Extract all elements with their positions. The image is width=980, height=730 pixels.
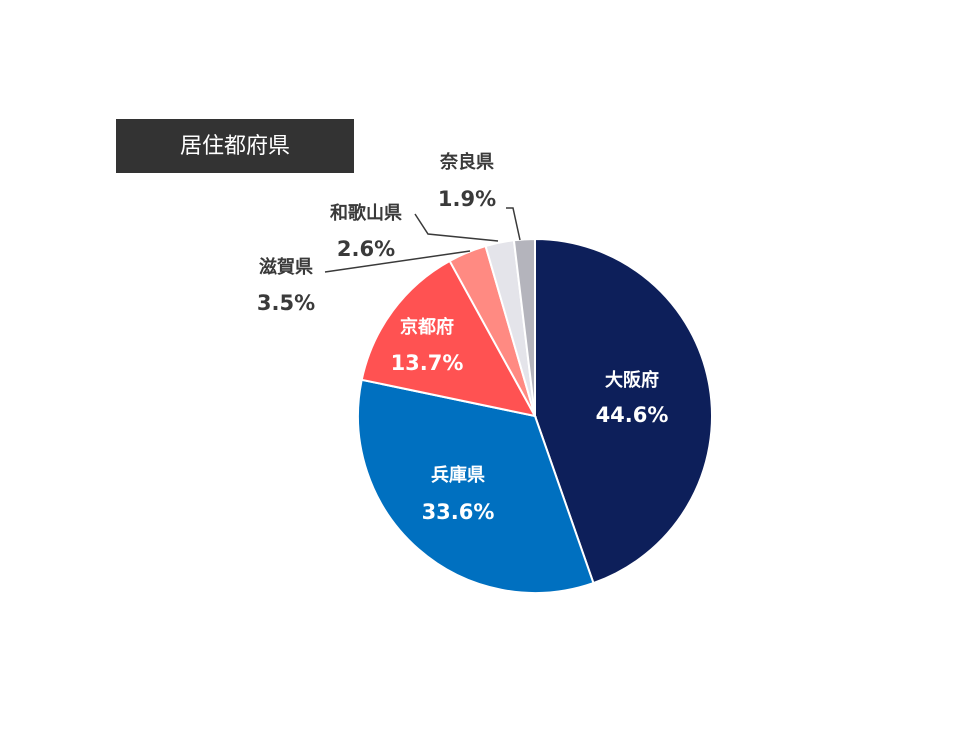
- slice-label: 大阪府: [605, 369, 659, 391]
- slice-label: 和歌山県: [330, 202, 402, 224]
- slice-label: 滋賀県: [259, 256, 313, 278]
- value-label: 13.7%: [391, 351, 464, 375]
- slice-label: 奈良県: [439, 151, 494, 173]
- value-label: 3.5%: [257, 291, 315, 315]
- title-box: [116, 119, 354, 173]
- slice-label: 兵庫県: [431, 464, 485, 486]
- leader-line: [414, 213, 499, 242]
- value-label: 2.6%: [337, 237, 395, 261]
- pie-slice: [360, 259, 537, 418]
- pie-slice: [534, 237, 713, 585]
- chart-title: 居住都府県: [180, 134, 290, 159]
- pie-slice: [357, 378, 595, 594]
- leader-line: [506, 207, 521, 241]
- slice-label: 京都府: [400, 316, 454, 338]
- pie-slice: [512, 237, 536, 417]
- value-label: 1.9%: [438, 187, 496, 211]
- value-label: 33.6%: [422, 500, 495, 524]
- value-label: 44.6%: [596, 403, 669, 427]
- leader-line: [324, 250, 471, 273]
